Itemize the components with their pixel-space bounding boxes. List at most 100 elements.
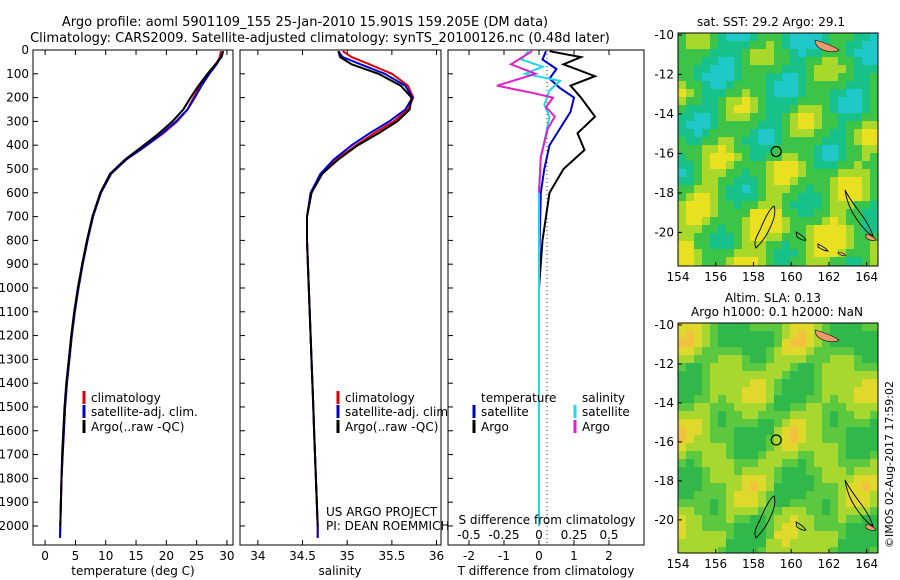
heatmap-cell [766,81,774,89]
heatmap-cell [862,89,870,97]
heatmap-cell [710,81,718,89]
heatmap-cell [734,105,742,113]
heatmap-cell [702,347,710,355]
heatmap-cell [750,241,758,249]
heatmap-cell [838,201,846,209]
heatmap-cell [854,241,862,249]
heatmap-cell [862,249,870,257]
temperature-x-label: temperature (deg C) [71,564,194,578]
heatmap-cell [742,65,750,73]
heatmap-cell [870,427,878,435]
heatmap-cell [774,411,782,419]
heatmap-cell [790,153,798,161]
heatmap-cell [726,73,734,81]
heatmap-cell [830,185,838,193]
heatmap-cell [678,387,686,395]
heatmap-cell [734,347,742,355]
heatmap-cell [694,137,702,145]
heatmap-cell [814,435,822,443]
heatmap-cell [702,395,710,403]
heatmap-cell [846,81,854,89]
heatmap-cell [726,427,734,435]
heatmap-cell [678,97,686,105]
x-tick-label: 35 [340,549,355,563]
heatmap-cell [846,403,854,411]
heatmap-cell [814,379,822,387]
heatmap-cell [678,419,686,427]
heatmap-cell [854,169,862,177]
heatmap-cell [742,201,750,209]
heatmap-cell [862,459,870,467]
heatmap-cell [830,491,838,499]
heatmap-cell [838,33,846,41]
x-tick-label: 36 [429,549,444,563]
heatmap-cell [862,499,870,507]
salinity-series [306,50,415,538]
heatmap-cell [710,97,718,105]
heatmap-cell [822,217,830,225]
heatmap-cell [694,153,702,161]
y-tick-label: 1000 [0,281,29,295]
heatmap-cell [846,169,854,177]
heatmap-cell [782,395,790,403]
island [865,523,877,531]
sla-map-subtitle: Argo h1000: 0.1 h2000: NaN [691,305,863,319]
heatmap-cell [750,443,758,451]
heatmap-cell [686,347,694,355]
heatmap-cell [814,323,822,331]
heatmap-cell [814,467,822,475]
heatmap-cell [798,97,806,105]
heatmap-cell [710,217,718,225]
heatmap-cell [870,129,878,137]
heatmap-cell [774,65,782,73]
y-tick-label: 1700 [0,448,29,462]
sla-map-title: Altim. SLA: 0.13 [725,291,821,305]
heatmap-cell [734,451,742,459]
heatmap-cell [830,97,838,105]
heatmap-cell [758,249,766,257]
heatmap-cell [766,129,774,137]
legend-label-argo: Argo(..raw -QC) [345,420,438,434]
heatmap-cell [718,355,726,363]
heatmap-cell [734,89,742,97]
heatmap-cell [686,153,694,161]
temperature-legend: climatology satellite-adj. clim. Argo(..… [82,391,198,434]
heatmap-cell [790,193,798,201]
heatmap-cell [870,491,878,499]
heatmap-cell [734,531,742,539]
heatmap-cell [702,209,710,217]
heatmap-cell [710,193,718,201]
heatmap-cell [798,467,806,475]
heatmap-cell [830,129,838,137]
heatmap-cell [846,185,854,193]
heatmap-cell [854,153,862,161]
heatmap-cell [758,129,766,137]
heatmap-cell [710,249,718,257]
heatmap-cell [790,531,798,539]
heatmap-cell [710,241,718,249]
heatmap-cell [710,185,718,193]
heatmap-cell [766,499,774,507]
heatmap-cell [870,185,878,193]
heatmap-cell [798,145,806,153]
heatmap-cell [750,65,758,73]
heatmap-cell [862,81,870,89]
heatmap-cell [838,475,846,483]
heatmap-cell [846,499,854,507]
heatmap-cell [830,145,838,153]
heatmap-cell [726,483,734,491]
heatmap-cell [766,459,774,467]
heatmap-cell [686,539,694,547]
heatmap-cell [718,443,726,451]
heatmap-cell [766,209,774,217]
heatmap-cell [822,499,830,507]
heatmap-cell [870,249,878,257]
heatmap-cell [694,379,702,387]
heatmap-cell [678,515,686,523]
heatmap-cell [774,523,782,531]
heatmap-cell [830,363,838,371]
heatmap-cell [734,153,742,161]
heatmap-cell [726,105,734,113]
heatmap-cell [790,547,798,553]
heatmap-cell [718,547,726,553]
